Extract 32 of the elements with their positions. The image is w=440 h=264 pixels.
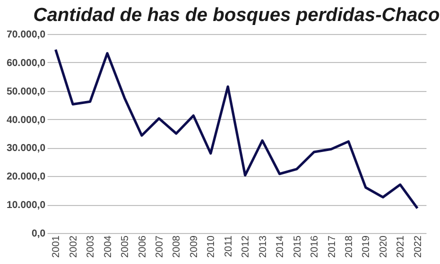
- x-tick-label: 2021: [396, 235, 407, 258]
- y-tick-label: 30.000,0: [6, 143, 46, 154]
- x-tick-label: 2006: [137, 235, 148, 258]
- x-tick-label: 2002: [68, 235, 80, 258]
- chart-title: Cantidad de has de bosques perdidas-Chaco: [33, 5, 440, 26]
- line-series: [54, 48, 419, 210]
- y-tick-label: 70.000,0: [6, 30, 46, 40]
- y-tick-label: 50.000,0: [6, 86, 46, 98]
- y-tick-label: 40.000,0: [6, 114, 46, 126]
- x-tick-label: 2007: [154, 235, 166, 258]
- x-tick-label: 2022: [412, 235, 424, 258]
- x-tick-label: 2013: [258, 235, 269, 258]
- x-tick-label: 2008: [172, 235, 183, 258]
- y-tick-label: 10.000,0: [6, 200, 46, 212]
- x-tick-label: 2004: [102, 235, 114, 258]
- x-tick-label: 2016: [310, 235, 321, 258]
- x-tick-label: 2003: [86, 235, 97, 258]
- x-tick-label: 2015: [292, 235, 304, 258]
- x-tick-label: 2014: [275, 235, 286, 258]
- x-tick-label: 2018: [344, 235, 355, 258]
- y-tick-label: 0,0: [32, 228, 46, 240]
- y-tick-label: 20.000,0: [6, 172, 46, 183]
- x-tick-label: 2005: [120, 235, 132, 258]
- x-tick-label: 2019: [361, 235, 372, 258]
- x-tick-label: 2001: [51, 235, 62, 258]
- x-tick-label: 2017: [326, 235, 338, 258]
- y-tick-label: 60.000,0: [6, 58, 46, 69]
- x-tick-label: 2011: [223, 235, 234, 258]
- x-tick-label: 2009: [188, 235, 200, 258]
- x-tick-label: 2020: [378, 235, 390, 258]
- x-tick-label: 2012: [240, 235, 252, 258]
- x-tick-label: 2010: [206, 235, 218, 258]
